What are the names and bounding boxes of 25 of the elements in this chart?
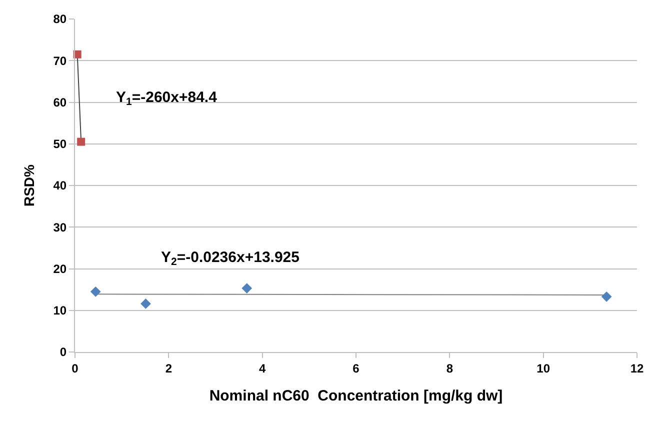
y-tick-label: 80 [53,12,67,26]
x-axis-title: Nominal nC60 Concentration [mg/kg dw] [209,387,503,404]
x-tick-label: 10 [536,361,550,376]
y-tick-label: 30 [53,220,67,234]
point [90,286,101,297]
y-tick-label: 70 [53,54,67,68]
point [140,298,151,309]
y-tick-label: 10 [53,304,67,318]
annotation: Y$_{2}$=-0.0236x+13.925 [161,249,300,268]
annotation: Y$_{1}$=-260x+84.4 [116,89,218,108]
x-tick-label: 0 [72,361,79,376]
point [242,283,252,294]
y-tick-label: 20 [53,262,67,276]
y-tick-label: 60 [53,95,67,110]
y-tick-label: 0 [60,345,67,360]
y-axis-title: RSD% [20,164,37,207]
x-tick-label: 6 [352,361,360,376]
x-tick-label: 4 [258,361,266,376]
point [77,138,86,146]
point [601,291,612,302]
y-tick-label: 50 [53,137,67,152]
y-tick-label: 40 [53,178,67,193]
x-tick-label: 12 [630,361,644,376]
x-tick-label: 2 [165,361,172,376]
x-tick-label: 8 [446,361,454,376]
